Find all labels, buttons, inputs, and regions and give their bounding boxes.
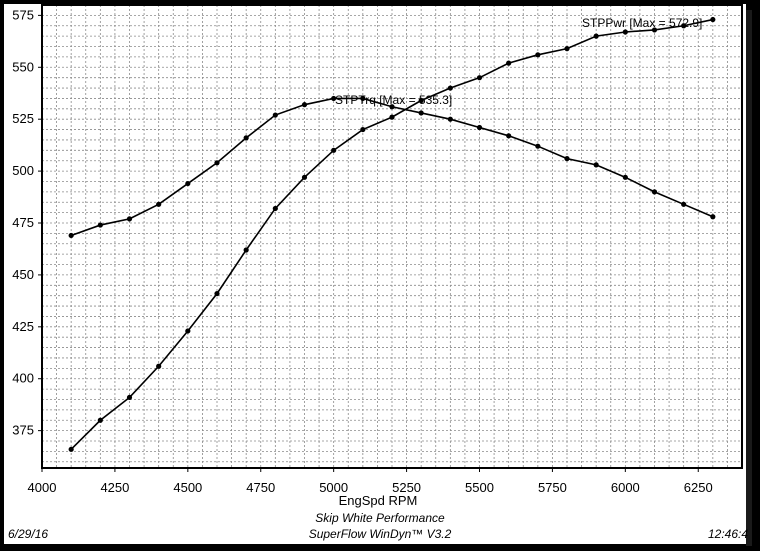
data-point-stppwr [506, 60, 512, 66]
x-axis-ticks: 4000 4250 4500 4750 5000 5250 5500 5750 6000 6250 [28, 468, 713, 495]
grid [42, 5, 742, 468]
y-tick-label: 525 [12, 111, 34, 126]
data-point-stppwr [564, 46, 570, 52]
data-point-stptrq [126, 216, 133, 222]
x-tick-label: 4750 [246, 480, 275, 495]
x-tick-label: 6250 [684, 480, 713, 495]
data-point-stppwr [476, 75, 483, 81]
series-label-power: STPPwr [Max = 572.9] [582, 16, 702, 30]
data-point-stptrq [389, 104, 395, 110]
y-axis-ticks: 375 400 425 450 475 500 525 550 575 [12, 7, 42, 438]
chart-paper [4, 4, 746, 544]
x-tick-label: 4000 [28, 480, 57, 495]
data-point-stppwr [97, 417, 103, 423]
y-tick-label: 475 [12, 215, 34, 230]
data-point-stppwr [681, 23, 687, 29]
data-point-stptrq [185, 180, 191, 187]
data-point-stppwr [156, 363, 162, 369]
x-tick-label: 5250 [392, 480, 421, 495]
data-point-stptrq [243, 135, 249, 141]
data-point-stppwr [301, 174, 308, 180]
data-point-stppwr [331, 147, 337, 153]
y-tick-label: 575 [12, 7, 34, 22]
data-point-stptrq [622, 174, 628, 180]
x-axis-label: EngSpd RPM [339, 493, 418, 508]
x-tick-label: 6000 [611, 480, 640, 495]
data-point-stppwr [593, 33, 599, 39]
y-tick-label: 425 [12, 319, 34, 334]
data-point-stptrq [651, 189, 658, 195]
series [68, 16, 716, 452]
data-point-stptrq [301, 102, 308, 108]
x-tick-label: 4250 [100, 480, 129, 495]
footer-company: Skip White Performance [315, 511, 445, 525]
footer-software: SuperFlow WinDyn™ V3.2 [309, 527, 452, 541]
data-point-stptrq [593, 162, 599, 168]
data-point-stppwr [535, 52, 541, 58]
data-point-stppwr [243, 247, 249, 253]
paper-shadow [746, 10, 752, 546]
data-point-stptrq [214, 160, 220, 166]
data-point-stptrq [564, 156, 570, 162]
data-point-stptrq [331, 95, 337, 102]
data-point-stptrq [447, 116, 453, 122]
data-point-stppwr [214, 290, 220, 297]
data-point-stppwr [185, 328, 191, 334]
data-point-stppwr [389, 114, 395, 120]
data-point-stptrq [97, 222, 103, 228]
y-tick-label: 550 [12, 59, 34, 74]
data-point-stppwr [447, 85, 453, 91]
data-point-stptrq [68, 232, 74, 239]
data-point-stptrq [418, 110, 424, 116]
data-point-stppwr [126, 394, 133, 401]
footer-date: 6/29/16 [8, 527, 48, 541]
data-point-stptrq [535, 143, 541, 149]
data-point-stptrq [360, 95, 366, 102]
data-point-stptrq [476, 124, 483, 131]
x-tick-label: 4500 [173, 480, 202, 495]
data-point-stptrq [506, 133, 512, 139]
y-tick-label: 500 [12, 163, 34, 178]
data-point-stppwr [418, 97, 424, 104]
y-tick-label: 375 [12, 423, 34, 438]
data-point-stppwr [272, 205, 278, 212]
y-tick-label: 450 [12, 267, 34, 282]
data-point-stptrq [681, 201, 687, 207]
x-tick-label: 5750 [538, 480, 567, 495]
x-tick-label: 5500 [465, 480, 494, 495]
data-point-stptrq [710, 214, 716, 220]
data-point-stppwr [651, 27, 658, 33]
series-label-torque: STPTrq [Max = 535.3] [335, 93, 452, 107]
plot-border [41, 4, 743, 469]
data-point-stptrq [156, 201, 162, 207]
data-point-stppwr [360, 126, 366, 133]
data-point-stptrq [272, 112, 278, 118]
y-tick-label: 400 [12, 371, 34, 386]
data-point-stppwr [68, 446, 74, 452]
x-tick-label: 5000 [319, 480, 348, 495]
footer-time: 12:46:4 [708, 527, 748, 541]
data-point-stppwr [622, 29, 628, 35]
data-point-stppwr [710, 16, 716, 23]
